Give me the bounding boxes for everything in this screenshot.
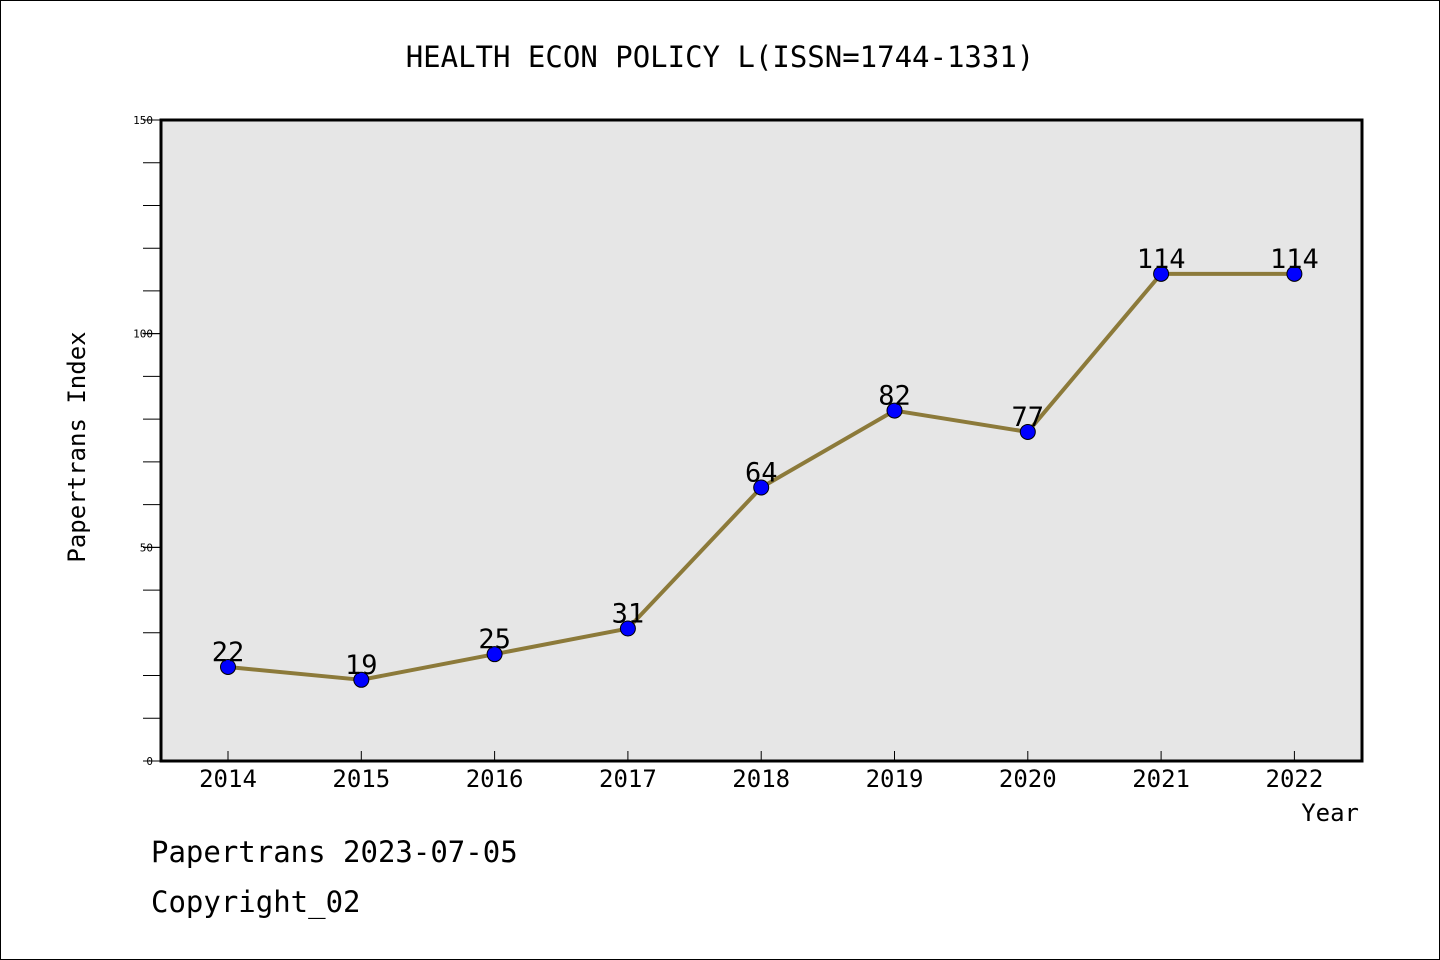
data-point <box>886 402 903 419</box>
x-tick-label: 2016 <box>466 765 524 793</box>
data-point <box>753 479 770 496</box>
data-point <box>486 646 503 663</box>
x-tick-label: 2020 <box>999 765 1057 793</box>
y-tick-label: 50 <box>140 541 153 554</box>
data-label: 114 <box>1270 244 1319 275</box>
data-point <box>1286 265 1303 282</box>
x-tick-label: 2019 <box>866 765 924 793</box>
source-date-text: Papertrans 2023-07-05 <box>151 835 518 869</box>
data-point <box>220 658 236 675</box>
chart-title: HEALTH ECON POLICY L(ISSN=1744-1331) <box>406 40 1035 74</box>
x-tick-label: 2022 <box>1266 765 1324 793</box>
y-tick-label: 100 <box>133 328 153 341</box>
x-axis: 2014 2015 2016 2017 2018 2019 2020 2021 2022 <box>199 751 1323 793</box>
data-point <box>619 620 636 637</box>
data-label: 82 <box>878 381 911 412</box>
data-label: 19 <box>345 650 378 681</box>
y-axis: 0 50 100 150 <box>133 114 161 768</box>
x-tick-label: 2017 <box>599 765 657 793</box>
series-group: 22 19 25 31 64 82 77 114 114 <box>212 244 1319 688</box>
y-axis-label: Papertrans Index <box>63 331 91 562</box>
data-point <box>1019 423 1036 440</box>
data-point <box>353 671 370 688</box>
data-label: 64 <box>745 458 778 489</box>
data-label: 31 <box>612 599 645 630</box>
x-tick-label: 2021 <box>1132 765 1190 793</box>
y-tick-label: 0 <box>146 755 153 768</box>
data-label: 77 <box>1012 402 1045 433</box>
data-point <box>1153 265 1170 282</box>
x-tick-label: 2015 <box>332 765 390 793</box>
y-tick-label: 150 <box>133 114 153 127</box>
data-label: 25 <box>478 624 511 655</box>
data-label: 22 <box>212 637 245 668</box>
plot-area <box>159 118 1364 763</box>
data-label: 114 <box>1137 244 1186 275</box>
x-tick-label: 2018 <box>732 765 790 793</box>
copyright-text: Copyright_02 <box>151 885 361 919</box>
x-tick-label: 2014 <box>199 765 257 793</box>
x-axis-label: Year <box>1301 799 1359 827</box>
